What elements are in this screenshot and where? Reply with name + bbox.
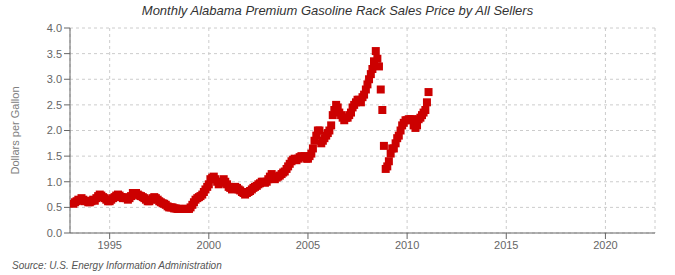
svg-text:0.0: 0.0: [47, 227, 62, 239]
svg-text:2015: 2015: [494, 239, 518, 251]
svg-text:2.0: 2.0: [47, 124, 62, 136]
svg-text:3.5: 3.5: [47, 48, 62, 60]
svg-text:2010: 2010: [395, 239, 419, 251]
svg-text:4.0: 4.0: [47, 22, 62, 34]
svg-text:1995: 1995: [97, 239, 121, 251]
html-text:Source: U.S. Energy Informatio: Source: U.S. Energy Information Administ…: [12, 260, 222, 271]
svg-text:1.0: 1.0: [47, 176, 62, 188]
html-text:Monthly Alabama Premium Gasoli: Monthly Alabama Premium Gasoline Rack Sa…: [141, 3, 534, 18]
svg-text:2.5: 2.5: [47, 99, 62, 111]
svg-text:0.5: 0.5: [47, 201, 62, 213]
svg-text:2020: 2020: [593, 239, 617, 251]
svg-text:1.5: 1.5: [47, 150, 62, 162]
svg-text:Dollars per Gallon: Dollars per Gallon: [9, 86, 21, 174]
svg-text:3.0: 3.0: [47, 73, 62, 85]
svg-text:2000: 2000: [197, 239, 221, 251]
svg-text:2005: 2005: [296, 239, 320, 251]
